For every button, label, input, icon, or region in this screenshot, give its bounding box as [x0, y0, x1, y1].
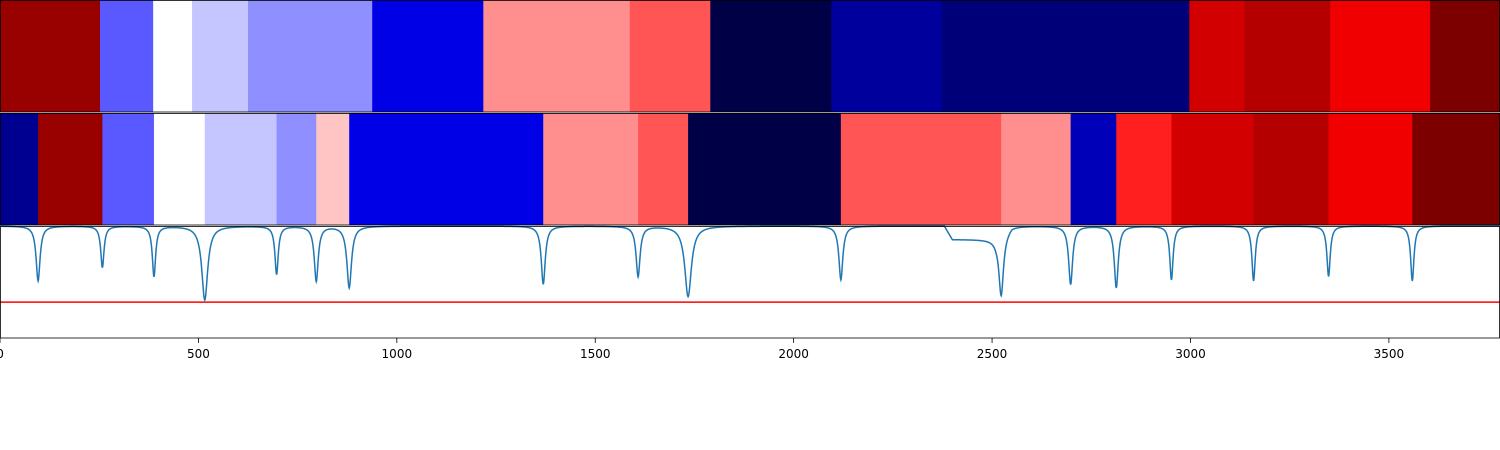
segment-row2-block-15: [1116, 113, 1173, 225]
panel-frame-3: [0, 226, 1500, 339]
segment-row1-block-6: [372, 0, 484, 112]
x-tick-label-1500: 1500: [580, 347, 611, 361]
segment-row1-block-13: [1244, 0, 1331, 112]
segment-row2-block-12: [840, 113, 1002, 225]
segment-row1-block-5: [248, 0, 373, 112]
segment-row2-block-8: [349, 113, 544, 225]
segment-row-2: [0, 113, 1500, 225]
segment-row1-block-11: [941, 0, 1190, 112]
segment-row2-block-7: [316, 113, 350, 225]
signal-line: [0, 225, 1500, 302]
segment-row1-block-9: [710, 0, 832, 112]
segment-row2-block-11: [688, 113, 842, 225]
segment-row2-block-3: [102, 113, 155, 225]
segment-row2-block-16: [1171, 113, 1255, 225]
x-tick-label-3000: 3000: [1175, 347, 1206, 361]
segment-row2-block-4: [153, 113, 206, 225]
segment-row2-block-10: [638, 113, 689, 225]
segment-row2-block-17: [1253, 113, 1330, 225]
x-tick-label-2000: 2000: [778, 347, 809, 361]
segment-row2-block-18: [1328, 113, 1413, 225]
segment-row2-block-19: [1412, 113, 1500, 225]
x-tick-label-3500: 3500: [1374, 347, 1405, 361]
x-tick-label-0: 0: [0, 347, 4, 361]
x-tick-label-500: 500: [187, 347, 210, 361]
segment-row1-block-7: [483, 0, 631, 112]
segment-row1-block-14: [1330, 0, 1431, 112]
segment-row2-block-5: [204, 113, 278, 225]
segment-row2-block-1: [0, 113, 39, 225]
segment-row2-block-13: [1001, 113, 1072, 225]
segment-row1-block-3: [153, 0, 193, 112]
segment-row1-block-4: [192, 0, 249, 112]
x-tick-label-2500: 2500: [977, 347, 1008, 361]
segment-row-1: [0, 0, 1500, 112]
x-axis: 0 500 1000 1500 2000 2500 3000 3500: [0, 338, 1404, 361]
segment-row1-block-8: [629, 0, 711, 112]
segment-row1-block-1: [0, 0, 101, 112]
segment-row2-block-14: [1070, 113, 1117, 225]
x-tick-label-1000: 1000: [382, 347, 413, 361]
segment-row1-block-15: [1430, 0, 1500, 112]
signal-panel: [0, 225, 1500, 303]
segment-row1-block-12: [1189, 0, 1246, 112]
segment-row1-block-2: [100, 0, 154, 112]
segment-row1-block-10: [831, 0, 943, 112]
segment-row2-block-2: [38, 113, 103, 225]
segment-row2-block-6: [276, 113, 317, 225]
segment-row2-block-9: [543, 113, 639, 225]
